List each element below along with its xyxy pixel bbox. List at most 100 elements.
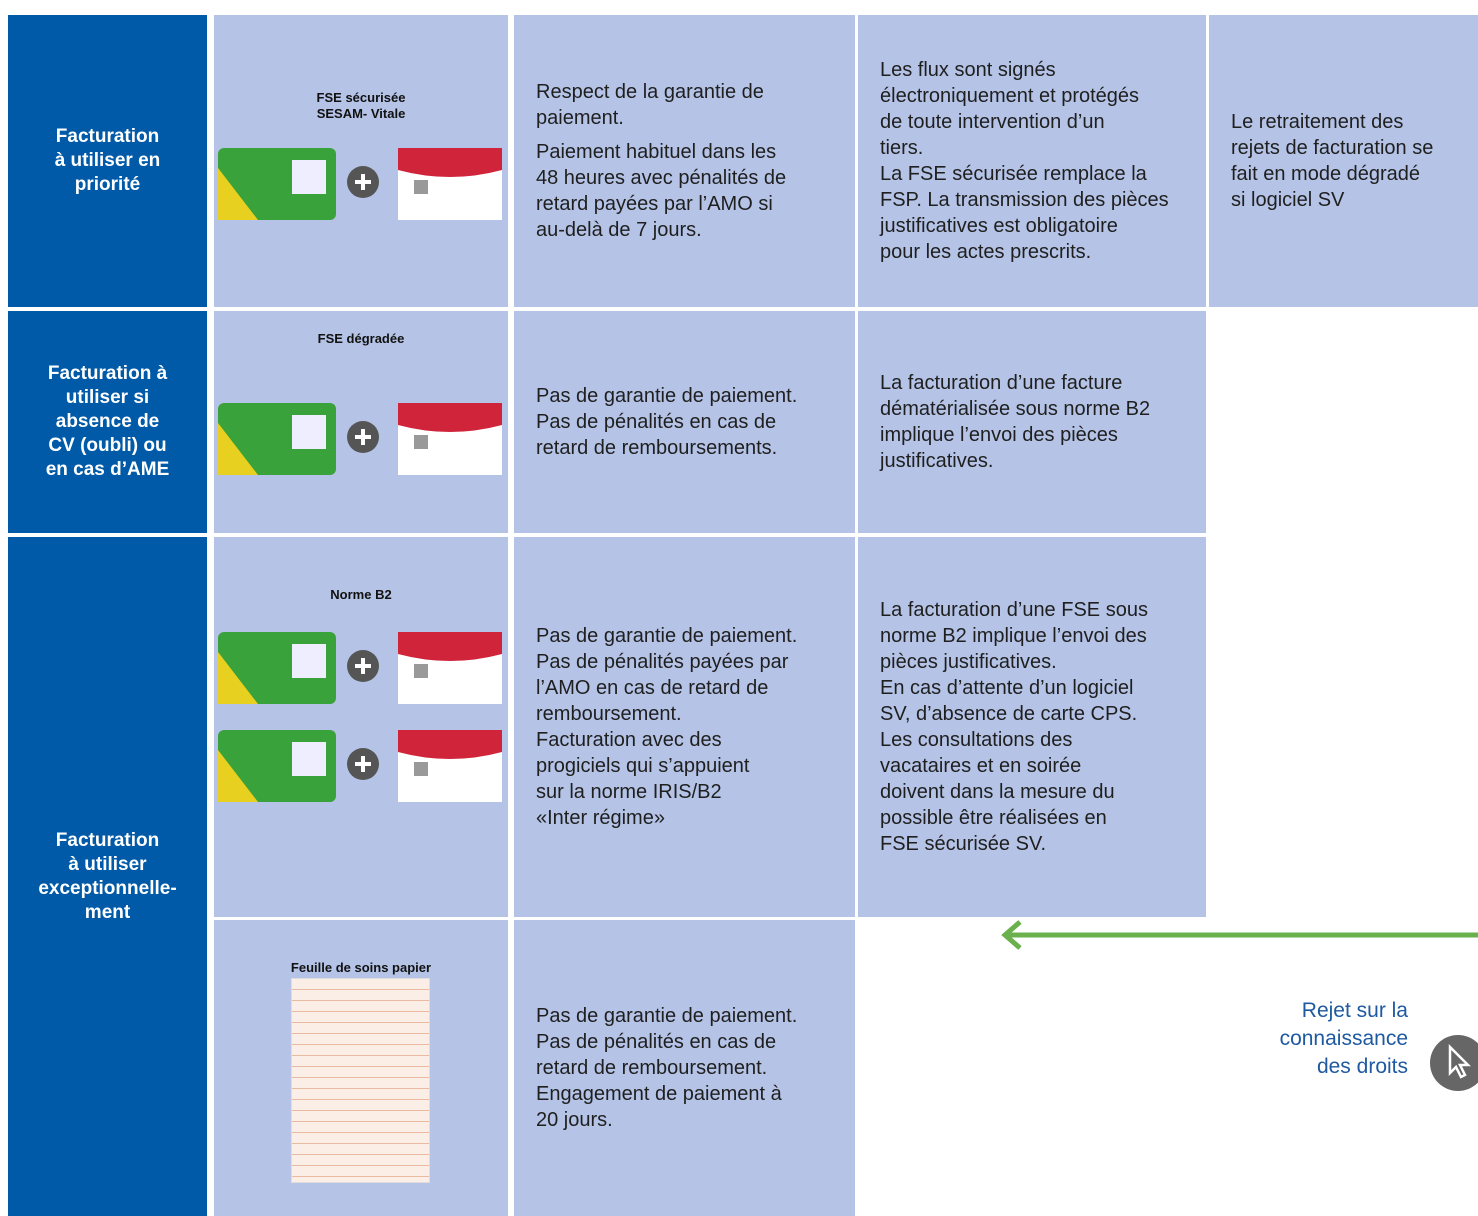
- text-line: pour les actes prescrits.: [880, 241, 1092, 263]
- text-line: Pas de garantie de paiement.: [536, 1005, 798, 1027]
- plus-sign: [355, 658, 371, 674]
- text-line: rejets de facturation se: [1231, 137, 1434, 159]
- text-line: paiement.: [536, 107, 624, 129]
- vitale-photo: [292, 644, 326, 678]
- text-line: l’AMO en cas de retard de: [536, 677, 769, 699]
- label-line: CV (oubli) ou: [48, 435, 167, 456]
- card-title: Feuille de soins papier: [214, 960, 508, 976]
- note-line: des droits: [1316, 1055, 1408, 1078]
- text-line: fait en mode dégradé: [1231, 163, 1421, 185]
- card-title: Norme B2: [214, 587, 508, 603]
- card-title-line: FSE sécurisée: [316, 90, 406, 105]
- paragraph: Pas de garantie de paiement. Pas de pénal…: [536, 1003, 837, 1133]
- paragraph: Paiement habituel dans les 48 heures avec…: [536, 139, 837, 243]
- rejects-cell: Le retraitement des rejets de facturation…: [1209, 15, 1478, 307]
- text-line: retard de remboursements.: [536, 437, 778, 459]
- vitale-stripe: [218, 652, 258, 704]
- note: Rejet sur la connaissance des droits: [1280, 997, 1408, 1081]
- label-line: Facturation: [55, 126, 160, 147]
- paragraph: La facturation d’une facture dématérialis…: [880, 370, 1188, 474]
- text-line: électroniquement et protégés: [880, 85, 1140, 107]
- text-line: Pas de garantie de paiement.: [536, 625, 798, 647]
- arrow-head: [1001, 920, 1022, 950]
- text-line: pièces justificatives.: [880, 651, 1057, 673]
- card-cell: Norme B2: [214, 537, 508, 917]
- payment-cell: Respect de la garantie de paiement. Paieme…: [514, 15, 855, 307]
- text-line: retard de remboursement.: [536, 1057, 768, 1079]
- card-images: [218, 403, 502, 475]
- card-title: FSE sécurisée SESAM- Vitale: [214, 90, 508, 122]
- vitale-photo: [292, 160, 326, 194]
- text-line: Les consultations des: [880, 729, 1073, 751]
- text-line: sur la norme IRIS/B2: [536, 781, 722, 803]
- text-line: Pas de pénalités en cas de: [536, 411, 777, 433]
- text-line: Pas de garantie de paiement.: [536, 385, 798, 407]
- card-images: [218, 632, 502, 704]
- text-line: possible être réalisées en: [880, 807, 1107, 829]
- card-images: [218, 148, 502, 220]
- text-line: tiers.: [880, 137, 924, 159]
- text-line: au-delà de 7 jours.: [536, 219, 702, 241]
- vitale-photo: [292, 742, 326, 776]
- paragraph: Respect de la garantie de paiement.: [536, 79, 837, 131]
- vitale-stripe: [218, 168, 258, 220]
- text-line: si logiciel SV: [1231, 189, 1345, 211]
- card-title: FSE dégradée: [214, 331, 508, 347]
- payment-cell: Pas de garantie de paiement. Pas de pénal…: [514, 311, 855, 533]
- paragraph: Les flux sont signés électroniquement et …: [880, 57, 1188, 265]
- cps-band: [398, 730, 502, 759]
- label-line: priorité: [74, 174, 141, 195]
- text-line: 20 jours.: [536, 1109, 613, 1131]
- payment-cell: Pas de garantie de paiement. Pas de pénal…: [514, 920, 855, 1216]
- text-line: dématérialisée sous norme B2: [880, 398, 1151, 420]
- card-images: [218, 730, 502, 802]
- card-title-line: FSE dégradée: [317, 331, 405, 346]
- plus-sign: [355, 429, 371, 445]
- label-line: Facturation à: [47, 363, 168, 384]
- paragraph: La facturation d’une FSE sous norme B2 im…: [880, 597, 1188, 857]
- text-line: remboursement.: [536, 703, 682, 725]
- text-line: norme B2 implique l’envoi des: [880, 625, 1147, 647]
- details-cell: La facturation d’une facture dématérialis…: [858, 311, 1206, 533]
- label-line: à utiliser en: [54, 150, 161, 171]
- text-line: Respect de la garantie de: [536, 81, 764, 103]
- text-line: vacataires et en soirée: [880, 755, 1082, 777]
- vitale-photo: [292, 415, 326, 449]
- details-cell: Les flux sont signés électroniquement et …: [858, 15, 1206, 307]
- paragraph: Pas de garantie de paiement. Pas de pénal…: [536, 383, 837, 461]
- text-line: «Inter régime»: [536, 807, 665, 829]
- text-line: justificatives.: [880, 450, 994, 472]
- text-line: FSE sécurisée SV.: [880, 833, 1047, 855]
- plus-sign: [355, 756, 371, 772]
- card-title-line: Feuille de soins papier: [290, 960, 432, 975]
- label-line: exceptionnelle-: [38, 877, 177, 899]
- text-line: La facturation d’une facture: [880, 372, 1123, 394]
- card-title-line: Norme B2: [330, 587, 392, 602]
- label-line: en cas d’AME: [45, 459, 170, 480]
- plus-sign: [355, 174, 371, 190]
- note-line: Rejet sur la: [1301, 999, 1408, 1022]
- row-label: Facturation à utiliser exceptionnelle-ment: [8, 537, 207, 1216]
- cps-band: [398, 632, 502, 661]
- paper-form: [291, 978, 430, 1183]
- text-line: 48 heures avec pénalités de: [536, 167, 787, 189]
- text-line: FSP. La transmission des pièces: [880, 189, 1169, 211]
- text-line: Le retraitement des: [1231, 111, 1404, 133]
- cursor-arrow: [1448, 1043, 1472, 1079]
- cps-chip: [414, 664, 428, 678]
- text-line: En cas d’attente d’un logiciel: [880, 677, 1134, 699]
- cps-band: [398, 148, 502, 177]
- text-line: La facturation d’une FSE sous: [880, 599, 1148, 621]
- cps-chip: [414, 180, 428, 194]
- text-line: Facturation avec des: [536, 729, 722, 751]
- text-line: de toute intervention d’un: [880, 111, 1105, 133]
- label-line: absence de: [55, 411, 160, 432]
- label-line: Facturation: [55, 829, 160, 851]
- card-title-line: SESAM- Vitale: [316, 106, 406, 121]
- paragraph: Pas de garantie de paiement. Pas de pénal…: [536, 623, 837, 831]
- text-line: Les flux sont signés: [880, 59, 1056, 81]
- cps-chip: [414, 435, 428, 449]
- text-line: SV, d’absence de carte CPS.: [880, 703, 1138, 725]
- text-line: justificatives est obligatoire: [880, 215, 1118, 237]
